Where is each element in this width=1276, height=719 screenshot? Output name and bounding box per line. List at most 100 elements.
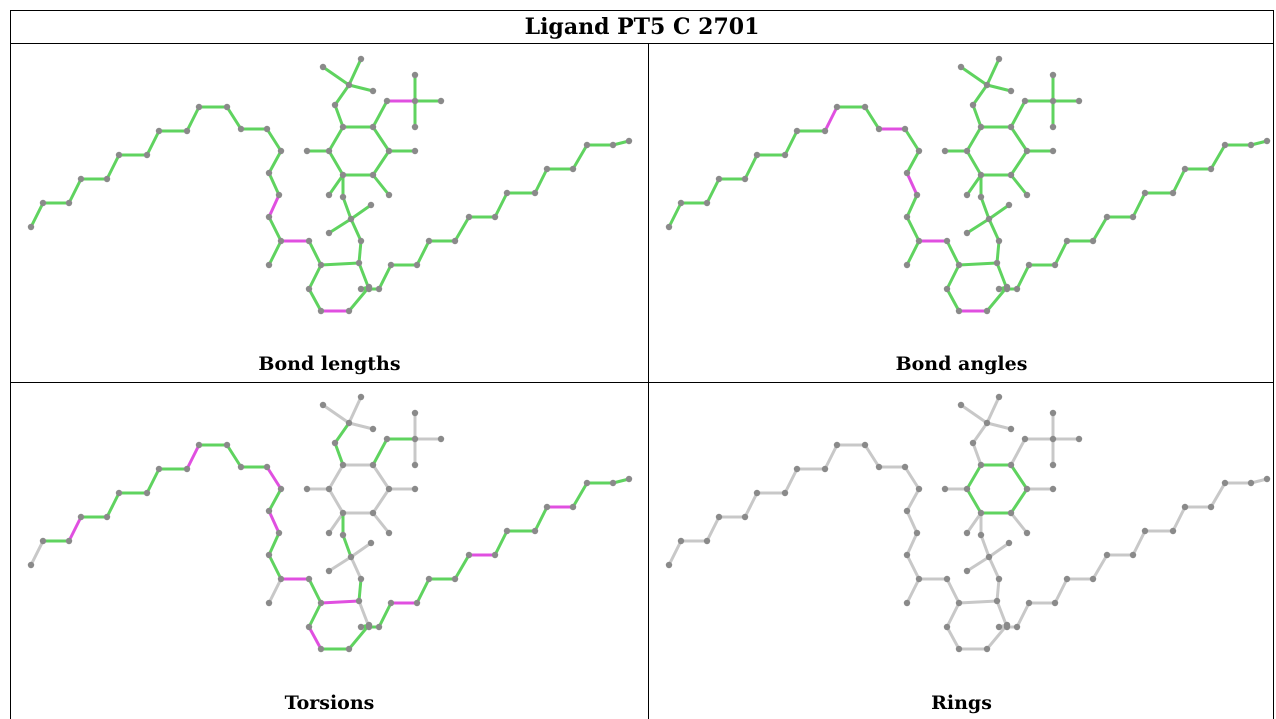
atom [1075,435,1083,443]
atom [903,507,911,515]
atom [1263,137,1271,145]
bond [965,149,983,177]
bond [349,217,363,243]
atom [665,561,673,569]
atom [369,171,377,179]
atom [875,125,883,133]
bond [985,57,1001,87]
atom [1025,261,1033,269]
bond [321,65,351,87]
atom [995,623,1003,631]
bond [903,127,921,153]
atom [325,191,333,199]
atom [411,147,419,155]
panel-rings: Rings [649,383,1274,719]
atom [1063,575,1071,583]
atom [903,261,911,269]
atom [985,215,993,223]
atom [983,645,991,653]
atom [583,479,591,487]
atom [957,63,965,71]
atom [569,165,577,173]
atom [781,489,789,497]
bond [1009,125,1029,153]
bond [971,421,989,445]
bond [1053,239,1069,267]
bond [327,463,345,491]
atom [345,645,353,653]
bond [987,203,1011,221]
atom [103,513,111,521]
bond [105,153,121,181]
bond [957,261,999,267]
atom [319,401,327,409]
bond [371,99,389,129]
atom [821,465,829,473]
atom [531,189,539,197]
bond [453,215,471,243]
atom [1021,97,1029,105]
atom [677,537,685,545]
bond [705,177,721,205]
bond [571,481,589,509]
atom [943,575,951,583]
panel-bond-angles: Bond angles [649,45,1274,382]
atom [753,489,761,497]
atom [263,125,271,133]
atom [339,509,347,517]
atom [1003,285,1011,293]
bond [349,555,363,581]
atom [941,147,949,155]
bond [905,509,919,535]
bond [347,83,375,93]
bond [1015,263,1031,291]
bond [349,203,373,221]
atom [369,509,377,517]
bond [945,601,961,629]
atom [1075,97,1083,105]
bond [905,531,919,557]
bond [493,529,509,557]
bond [347,623,371,651]
bond [267,531,281,557]
bond [945,625,961,651]
bond [1009,149,1029,177]
atom [983,81,991,89]
atom [411,409,419,417]
atom [305,237,313,245]
bond [1009,437,1027,467]
bond [1009,173,1029,197]
atom [1049,71,1057,79]
atom [1025,599,1033,607]
atom [385,529,393,537]
atom [355,259,363,267]
atom [317,645,325,653]
atom [465,213,473,221]
atom [993,259,1001,267]
atom [317,599,325,607]
bond [985,395,1001,425]
atom [1247,141,1255,149]
atom [413,599,421,607]
atom [77,513,85,521]
atom [277,575,285,583]
atom [143,489,151,497]
atom [1169,189,1177,197]
atom [1049,485,1057,493]
atom [367,539,375,547]
bond [267,509,281,535]
atom [369,425,377,433]
bond [571,143,589,171]
atom [325,529,333,537]
bond [965,217,991,235]
atom [1049,147,1057,155]
atom [325,229,333,237]
caption-torsions: Torsions [284,692,375,714]
panel-bond-lengths: Bond lengths [11,45,648,382]
atom [355,597,363,605]
atom [1049,123,1057,131]
atom [411,485,419,493]
atom [1049,409,1057,417]
atom [425,237,433,245]
atom [665,223,673,231]
